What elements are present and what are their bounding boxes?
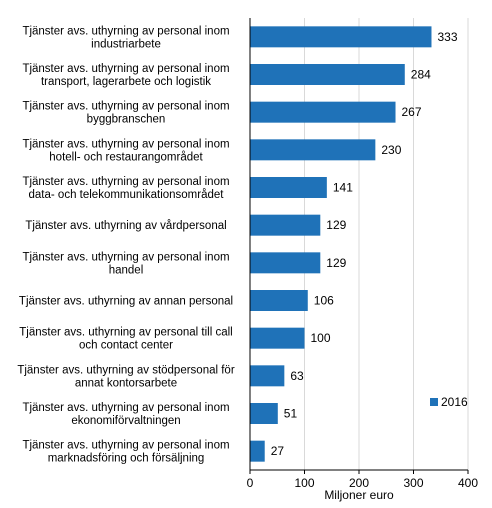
category-label-5-line-2: data- och telekommunikationsområdet [29,189,225,201]
category-label-9-line-2: och contact center [79,340,173,352]
x-axis-title: Miljoner euro [324,488,394,502]
bar-3 [250,101,396,123]
category-label-7-line-1: Tjänster avs. uthyrning av personal inom [22,251,229,263]
category-label-1-line-1: Tjänster avs. uthyrning av personal inom [22,25,229,37]
x-tick-label-300: 300 [403,476,423,490]
category-labels: Tjänster avs. uthyrning av personal inom… [17,25,235,464]
category-label-5-line-1: Tjänster avs. uthyrning av personal inom [22,176,229,188]
x-tick-label-200: 200 [349,476,369,490]
category-label-6-line-1: Tjänster avs. uthyrning av vårdpersonal [25,220,226,232]
category-label-4-line-1: Tjänster avs. uthyrning av personal inom [22,138,229,150]
value-label-2: 284 [411,68,431,82]
bar-12 [250,440,265,462]
value-label-3: 267 [402,105,422,119]
bar-9 [250,327,305,349]
x-tick-label-100: 100 [294,476,314,490]
category-label-8-line-1: Tjänster avs. uthyrning av annan persona… [19,296,233,308]
category-label-11-line-2: ekonomiförvaltningen [71,415,180,427]
value-label-7: 129 [326,256,346,270]
category-label-10-line-2: annat kontorsarbete [75,377,177,389]
gridlines [304,18,469,470]
category-label-9-line-1: Tjänster avs. uthyrning av personal till… [19,327,233,339]
value-label-4: 230 [381,143,401,157]
legend-swatch [430,398,438,406]
bar-10 [250,365,285,387]
category-label-7-line-2: handel [109,264,144,276]
category-label-2-line-1: Tjänster avs. uthyrning av personal inom [22,63,229,75]
value-label-12: 27 [271,444,285,458]
category-label-2-line-2: transport, lagerarbete och logistik [41,76,211,88]
bar-2 [250,64,405,85]
x-axis: 0 100 200 300 400 [247,18,478,490]
bar-6 [250,214,321,236]
bar-7 [250,252,321,274]
value-label-10: 63 [290,369,304,383]
bar-8 [250,290,308,311]
bar-11 [250,403,278,424]
value-label-5: 141 [333,181,353,195]
legend-label-2016: 2016 [441,395,468,409]
category-label-10-line-1: Tjänster avs. uthyrning av stödpersonal … [17,364,235,376]
category-label-3-line-1: Tjänster avs. uthyrning av personal inom [22,101,229,113]
bar-1 [250,26,432,48]
value-labels: 333 284 267 230 141 129 129 106 100 63 51 27 [271,30,458,458]
category-label-12-line-1: Tjänster avs. uthyrning av personal inom [22,440,229,452]
value-label-11: 51 [284,407,298,421]
category-label-4-line-2: hotell- och restaurangområdet [49,151,203,163]
value-label-6: 129 [326,218,346,232]
value-label-1: 333 [437,30,457,44]
bar-4 [250,139,376,161]
category-label-1-line-2: industriarbete [91,38,161,50]
value-label-8: 106 [314,294,334,308]
bars [250,26,432,462]
bar-5 [250,177,327,198]
legend: 2016 [430,395,468,409]
category-label-12-line-2: marknadsföring och försäljning [48,453,205,465]
category-label-3-line-2: byggbranschen [87,114,166,126]
value-label-9: 100 [311,331,331,345]
x-tick-label-0: 0 [247,476,254,490]
category-label-11-line-1: Tjänster avs. uthyrning av personal inom [22,402,229,414]
x-tick-label-400: 400 [458,476,478,490]
